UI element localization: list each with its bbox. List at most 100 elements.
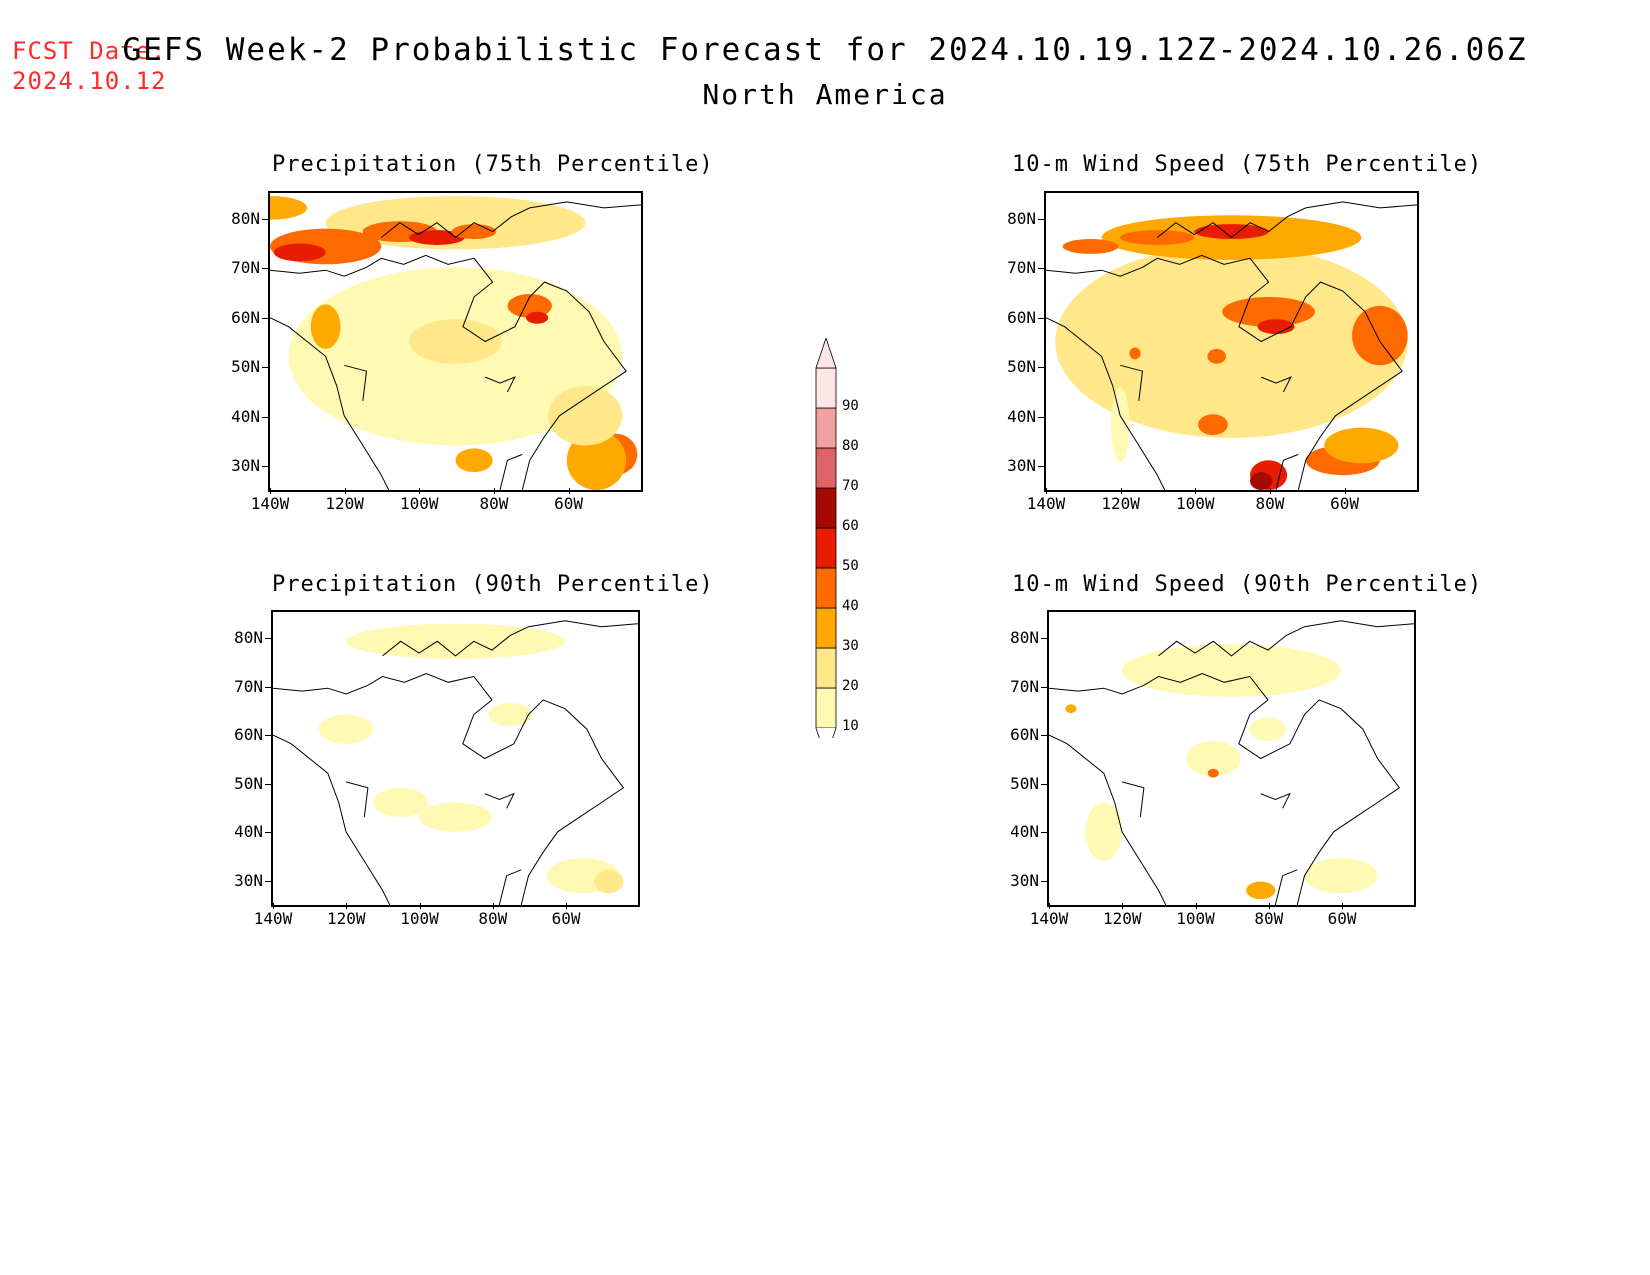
lon-tick (566, 903, 568, 909)
probability-area (1122, 644, 1341, 697)
probability-area (488, 702, 533, 727)
coastline (1049, 672, 1401, 905)
probability-area (1185, 740, 1241, 777)
coastline (1156, 201, 1417, 239)
colorbar-label: 90 (842, 398, 859, 414)
map-wind-90 (1047, 610, 1416, 907)
probability-area (1222, 296, 1315, 327)
probability-area (1062, 239, 1119, 254)
lat-label: 50N (234, 773, 263, 793)
probability-area (1249, 717, 1287, 741)
lon-label: 100W (1176, 494, 1215, 513)
colorbar-swatch (815, 447, 837, 489)
lon-tick (1049, 903, 1050, 909)
lon-label: 80W (1254, 909, 1284, 928)
coastline (1120, 364, 1144, 401)
lon-label: 80W (479, 494, 509, 513)
probability-area (270, 195, 308, 220)
probability-area (419, 802, 492, 832)
lon-tick (1342, 903, 1344, 909)
lat-label: 40N (231, 406, 260, 426)
probability-area (455, 448, 493, 473)
colorbar-swatch (815, 367, 837, 409)
coastline (498, 869, 522, 905)
probability-area (310, 304, 341, 349)
lat-tick (265, 881, 271, 882)
lat-label: 80N (234, 628, 263, 647)
lat-label: 30N (1010, 871, 1039, 890)
lon-tick (419, 488, 421, 494)
coastline (380, 201, 641, 239)
coastline (382, 620, 638, 657)
lon-tick (419, 903, 421, 909)
lat-label: 80N (1010, 628, 1039, 647)
colorbar-label: 60 (842, 518, 859, 534)
probability-area (1085, 802, 1122, 862)
lon-tick (1122, 903, 1124, 909)
lat-tick (1038, 268, 1044, 270)
lat-label: 60N (1007, 307, 1036, 327)
coastline (270, 317, 390, 490)
lon-label: 120W (1102, 909, 1142, 928)
map-field (273, 612, 638, 905)
lat-label: 50N (231, 357, 260, 377)
coastline (1275, 453, 1299, 490)
lat-label: 50N (1010, 773, 1039, 793)
lat-tick (262, 317, 268, 319)
lon-label: 80W (1255, 494, 1285, 513)
map-field (270, 193, 641, 490)
probability-area (1110, 387, 1130, 462)
lat-tick (1041, 881, 1047, 882)
probability-area (273, 243, 326, 262)
lon-label: 60W (551, 909, 581, 928)
lat-label: 50N (1007, 357, 1036, 377)
probability-area (1207, 768, 1219, 778)
probability-area (566, 430, 627, 490)
lon-tick (493, 488, 495, 494)
coastline (1046, 317, 1166, 490)
colorbar-label: 50 (842, 558, 859, 574)
colorbar-top-arrow (815, 336, 837, 369)
lat-label: 60N (234, 725, 263, 745)
lat-label: 40N (234, 822, 263, 842)
panel-title: Precipitation (90th Percentile) (272, 572, 714, 597)
fcst-date-label: FCST Date: (12, 37, 167, 65)
lat-label: 60N (1010, 725, 1039, 745)
lat-label: 70N (231, 258, 260, 278)
lon-tick (270, 488, 271, 494)
colorbar-label: 70 (842, 478, 859, 494)
probability-area (451, 224, 497, 240)
probability-area (1207, 348, 1226, 364)
lon-tick (1120, 488, 1122, 494)
panel-title: 10-m Wind Speed (90th Percentile) (1012, 572, 1483, 597)
panel-title: Precipitation (75th Percentile) (272, 152, 714, 177)
lon-tick (492, 903, 494, 909)
probability-area (373, 787, 429, 818)
lat-tick (1038, 367, 1044, 369)
lon-label: 140W (1029, 909, 1069, 928)
lat-tick (265, 735, 271, 737)
lat-label: 80N (231, 209, 260, 228)
colorbar-swatch (815, 407, 837, 449)
lat-label: 40N (1007, 406, 1036, 426)
probability-area (1198, 414, 1228, 436)
lon-tick (1269, 488, 1271, 494)
colorbar-bottom-arrow (815, 727, 837, 760)
coastline (1260, 792, 1291, 809)
map-wind-75 (1044, 191, 1419, 492)
probability-area (346, 623, 565, 659)
lat-tick (262, 367, 268, 369)
probability-area (318, 714, 374, 744)
lat-tick (1041, 783, 1047, 785)
lat-tick (265, 686, 271, 688)
lon-label: 60W (1330, 494, 1360, 513)
lat-label: 70N (1007, 258, 1036, 278)
lat-label: 80N (1007, 209, 1036, 228)
lat-tick (262, 268, 268, 270)
lon-label: 120W (325, 494, 364, 513)
colorbar-swatch (815, 527, 837, 569)
coastline (344, 364, 368, 401)
lon-label: 60W (554, 494, 584, 513)
lat-tick (1041, 832, 1047, 834)
colorbar: 10 20 30 40 50 60 70 80 90 (812, 336, 892, 760)
